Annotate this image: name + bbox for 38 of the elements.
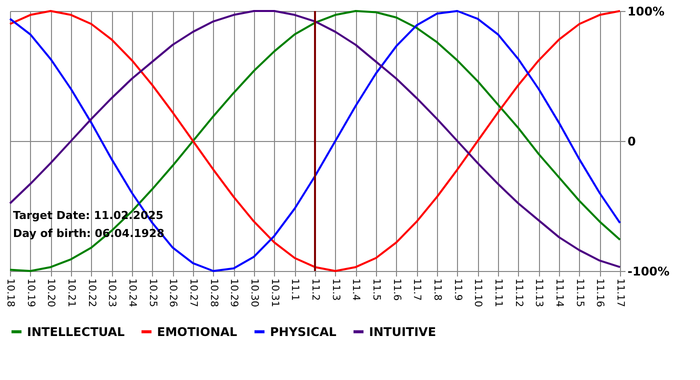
x-tick-label: 11.9	[452, 278, 463, 301]
x-tick-label: 11.4	[350, 278, 362, 301]
x-tick-label: 11.15	[574, 278, 585, 308]
x-tick-label: 10.30	[248, 278, 260, 308]
y-tick-label: -100%	[628, 264, 670, 278]
x-tick-label: 10.18	[4, 278, 16, 308]
x-tick-label: 10.22	[86, 278, 97, 308]
x-tick-label: 11.16	[594, 278, 606, 308]
x-tick-label: 11.11	[492, 278, 504, 308]
y-tick-label: 0	[628, 134, 636, 148]
x-tick-label: 10.21	[66, 278, 76, 308]
x-tick-label: 11.7	[411, 278, 422, 301]
x-tick-label: 10.31	[268, 278, 280, 308]
x-tick-label: 11.8	[432, 278, 442, 301]
x-tick-label: 10.28	[208, 278, 219, 308]
legend-label: PHYSICAL	[270, 324, 337, 339]
x-tick-label: 11.3	[330, 278, 341, 301]
legend-label: EMOTIONAL	[157, 324, 238, 339]
x-tick-label: 10.23	[106, 278, 118, 308]
x-tick-label: 10.25	[146, 278, 158, 308]
x-tick-label: 11.12	[512, 278, 524, 308]
x-tick-label: 11.17	[614, 278, 626, 308]
x-tick-label: 11.13	[533, 278, 544, 308]
x-tick-label: 11.6	[390, 278, 402, 301]
legend-label: INTELLECTUAL	[27, 324, 126, 339]
x-tick-label: 10.29	[228, 278, 240, 308]
x-tick-label: 10.24	[126, 278, 138, 308]
x-tick-label: 11.5	[370, 278, 382, 301]
x-tick-label: 10.20	[45, 278, 56, 308]
x-tick-label: 11.1	[289, 278, 300, 301]
x-tick-label: 10.27	[188, 278, 198, 308]
x-tick-label: 11.14	[554, 278, 564, 308]
x-tick-label: 11.2	[310, 278, 320, 301]
x-tick-label: 10.19	[24, 278, 36, 308]
x-tick-label: 10.26	[167, 278, 178, 308]
y-tick-label: 100%	[628, 4, 665, 18]
legend-label: INTUITIVE	[369, 324, 436, 339]
x-tick-label: 11.10	[472, 278, 484, 308]
